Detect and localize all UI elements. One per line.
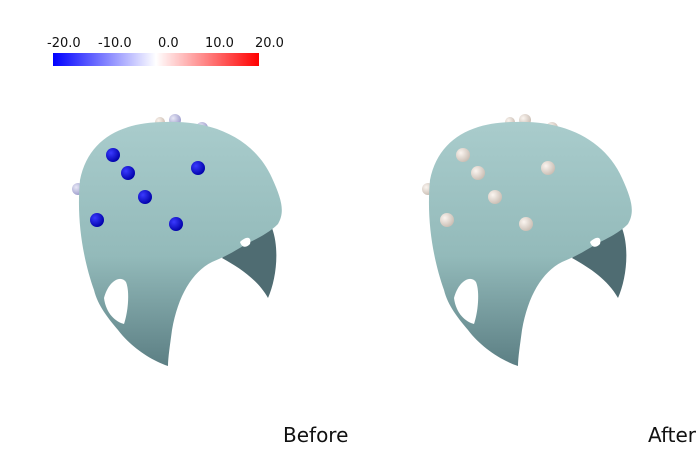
cap-flap [572,228,627,298]
colorbar-tick-label: 10.0 [205,36,234,51]
colorbar-tick-label: 20.0 [255,36,284,51]
electrode-marker [138,190,152,204]
electrode-marker [541,161,555,175]
electrode-marker [191,161,205,175]
colorbar-tick-label: -10.0 [98,36,132,51]
before-head-render [72,114,282,367]
electrode-marker [121,166,135,180]
electrode-marker [106,148,120,162]
view-caption: After [648,423,697,447]
electrode-marker [519,217,533,231]
electrode-marker [169,217,183,231]
cap-opening [104,278,129,324]
cap-flap [222,228,277,298]
view-caption: Before [283,423,349,447]
colorbar-tick-label: 0.0 [158,36,179,51]
cap-opening [454,278,479,324]
colorbar-legend: -20.0 -10.0 0.0 10.0 20.0 [0,0,700,80]
electrode-marker [90,213,104,227]
after-view: After [350,0,700,450]
colorbar-tick-label: -20.0 [47,36,81,51]
cap-notch [590,237,601,247]
before-view: Before [72,114,349,447]
electrode-marker [471,166,485,180]
electrode-marker [440,213,454,227]
colorbar-gradient [53,53,259,66]
electrode-marker [456,148,470,162]
cap-surface [428,121,632,367]
after-head-render [422,114,632,367]
cap-surface [78,121,282,367]
electrode-marker [488,190,502,204]
cap-notch [240,237,251,247]
